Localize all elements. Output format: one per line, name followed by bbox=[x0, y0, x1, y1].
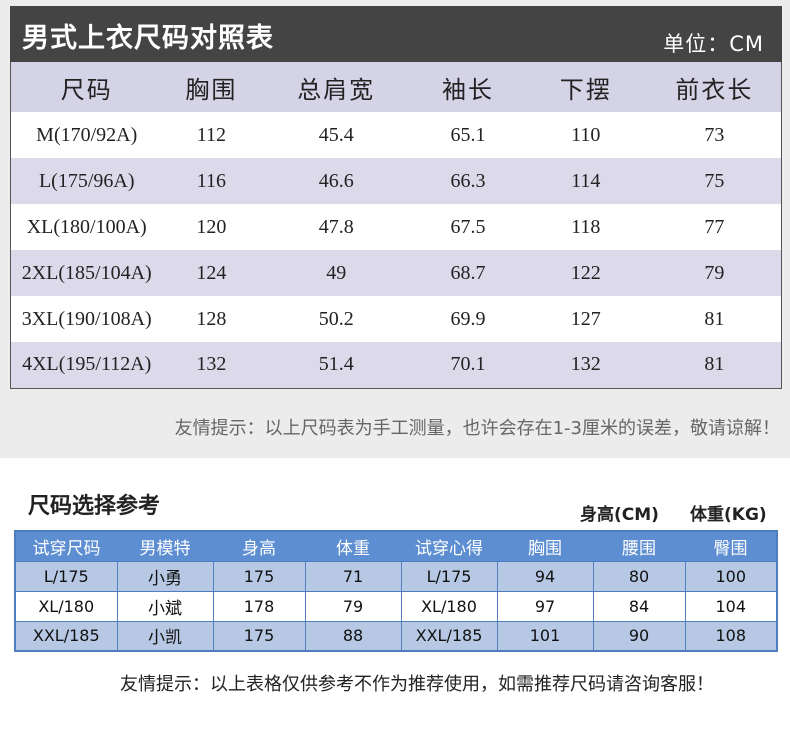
table-row: 2XL(185/104A) 124 49 68.7 122 79 bbox=[10, 250, 782, 296]
table-cell: 4XL(195/112A) bbox=[10, 342, 163, 388]
table-cell: 104 bbox=[684, 590, 778, 622]
table-cell: 175 bbox=[212, 560, 306, 592]
table-row: M(170/92A) 112 45.4 65.1 110 73 bbox=[10, 112, 782, 158]
table-cell: 132 bbox=[162, 342, 261, 388]
header-waist: 腰围 bbox=[593, 531, 685, 561]
table-cell: 47.8 bbox=[260, 204, 413, 250]
header-hip: 臀围 bbox=[685, 531, 777, 561]
header-chest: 胸围 bbox=[162, 62, 261, 112]
header-chest: 胸围 bbox=[497, 531, 593, 561]
table-cell: L/175 bbox=[400, 560, 498, 592]
table-cell: 51.4 bbox=[260, 342, 413, 388]
table-cell: 49 bbox=[260, 250, 413, 296]
table-cell: M(170/92A) bbox=[10, 112, 163, 158]
table-cell: 90 bbox=[592, 620, 686, 652]
table-cell: 小凯 bbox=[116, 620, 214, 652]
table-cell: 128 bbox=[162, 296, 261, 342]
reference-title: 尺码选择参考 bbox=[28, 494, 161, 519]
table-row: XL(180/100A) 120 47.8 67.5 118 77 bbox=[10, 204, 782, 250]
table-cell: XL/180 bbox=[14, 590, 118, 622]
table-cell: 81 bbox=[647, 342, 782, 388]
table-cell: 66.3 bbox=[412, 158, 524, 204]
size-chart-title: 男式上衣尺码对照表 bbox=[22, 23, 274, 54]
table-cell: 122 bbox=[523, 250, 648, 296]
unit-label: 单位：CM bbox=[663, 32, 764, 56]
header-front-length: 前衣长 bbox=[647, 62, 782, 112]
table-cell: 108 bbox=[684, 620, 778, 652]
table-cell: 132 bbox=[523, 342, 648, 388]
table-row: 4XL(195/112A) 132 51.4 70.1 132 81 bbox=[10, 342, 782, 388]
table-cell: 79 bbox=[304, 590, 402, 622]
table-cell: XL/180 bbox=[400, 590, 498, 622]
table-cell: 45.4 bbox=[260, 112, 413, 158]
table-cell: 110 bbox=[523, 112, 648, 158]
table-cell: 84 bbox=[592, 590, 686, 622]
header-model: 男模特 bbox=[117, 531, 213, 561]
size-chart-table: 尺码 胸围 总肩宽 袖长 下摆 前衣长 M(170/92A) 112 45.4 … bbox=[10, 62, 782, 389]
table-cell: 114 bbox=[523, 158, 648, 204]
table-cell: L/175 bbox=[14, 560, 118, 592]
table-cell: 70.1 bbox=[412, 342, 524, 388]
header-try-size: 试穿尺码 bbox=[15, 531, 117, 561]
table-cell: 81 bbox=[647, 296, 782, 342]
table-cell: 73 bbox=[647, 112, 782, 158]
size-chart-section: 男式上衣尺码对照表 单位：CM 尺码 胸围 总肩宽 袖长 下摆 前衣长 M(17… bbox=[0, 0, 790, 458]
header-fit-note: 试穿心得 bbox=[401, 531, 497, 561]
size-chart-title-bar: 男式上衣尺码对照表 单位：CM bbox=[10, 6, 782, 62]
table-cell: 88 bbox=[304, 620, 402, 652]
table-cell: 112 bbox=[162, 112, 261, 158]
table-cell: 120 bbox=[162, 204, 261, 250]
table-cell: 77 bbox=[647, 204, 782, 250]
table-cell: 94 bbox=[496, 560, 594, 592]
header-hem: 下摆 bbox=[523, 62, 648, 112]
table-cell: 178 bbox=[212, 590, 306, 622]
table-cell: 75 bbox=[647, 158, 782, 204]
table-cell: 127 bbox=[523, 296, 648, 342]
table-cell: 65.1 bbox=[412, 112, 524, 158]
table-cell: 101 bbox=[496, 620, 594, 652]
table-cell: 71 bbox=[304, 560, 402, 592]
size-chart-note: 友情提示：以上尺码表为手工测量，也许会存在1-3厘米的误差，敬请谅解！ bbox=[174, 418, 780, 439]
table-row: L/175 小勇 175 71 L/175 94 80 100 bbox=[14, 560, 778, 592]
table-cell: 46.6 bbox=[260, 158, 413, 204]
table-cell: 124 bbox=[162, 250, 261, 296]
table-cell: L(175/96A) bbox=[10, 158, 163, 204]
table-cell: 2XL(185/104A) bbox=[10, 250, 163, 296]
table-cell: 100 bbox=[684, 560, 778, 592]
reference-note: 友情提示：以上表格仅供参考不作为推荐使用，如需推荐尺码请咨询客服！ bbox=[120, 674, 714, 695]
size-chart-header-row: 尺码 胸围 总肩宽 袖长 下摆 前衣长 bbox=[10, 62, 782, 112]
table-cell: 97 bbox=[496, 590, 594, 622]
table-cell: 79 bbox=[647, 250, 782, 296]
table-cell: 小勇 bbox=[116, 560, 214, 592]
table-row: XXL/185 小凯 175 88 XXL/185 101 90 108 bbox=[14, 620, 778, 652]
table-cell: 68.7 bbox=[412, 250, 524, 296]
table-cell: 小斌 bbox=[116, 590, 214, 622]
table-cell: 118 bbox=[523, 204, 648, 250]
header-size: 尺码 bbox=[10, 62, 163, 112]
reference-table: 试穿尺码 男模特 身高 体重 试穿心得 胸围 腰围 臀围 L/175 小勇 17… bbox=[14, 530, 778, 652]
table-cell: 116 bbox=[162, 158, 261, 204]
table-cell: 3XL(190/108A) bbox=[10, 296, 163, 342]
table-row: XL/180 小斌 178 79 XL/180 97 84 104 bbox=[14, 590, 778, 622]
table-cell: 67.5 bbox=[412, 204, 524, 250]
header-height: 身高 bbox=[213, 531, 305, 561]
table-cell: 80 bbox=[592, 560, 686, 592]
table-row: 3XL(190/108A) 128 50.2 69.9 127 81 bbox=[10, 296, 782, 342]
header-sleeve: 袖长 bbox=[412, 62, 524, 112]
header-shoulder: 总肩宽 bbox=[260, 62, 413, 112]
reference-header-row: 试穿尺码 男模特 身高 体重 试穿心得 胸围 腰围 臀围 bbox=[15, 531, 777, 561]
weight-unit-label: 体重(KG) bbox=[690, 505, 767, 525]
height-unit-label: 身高(CM) bbox=[580, 505, 659, 525]
table-cell: XL(180/100A) bbox=[10, 204, 163, 250]
table-cell: 50.2 bbox=[260, 296, 413, 342]
table-cell: 69.9 bbox=[412, 296, 524, 342]
table-cell: 175 bbox=[212, 620, 306, 652]
header-weight: 体重 bbox=[305, 531, 401, 561]
table-cell: XXL/185 bbox=[14, 620, 118, 652]
table-cell: XXL/185 bbox=[400, 620, 498, 652]
table-row: L(175/96A) 116 46.6 66.3 114 75 bbox=[10, 158, 782, 204]
